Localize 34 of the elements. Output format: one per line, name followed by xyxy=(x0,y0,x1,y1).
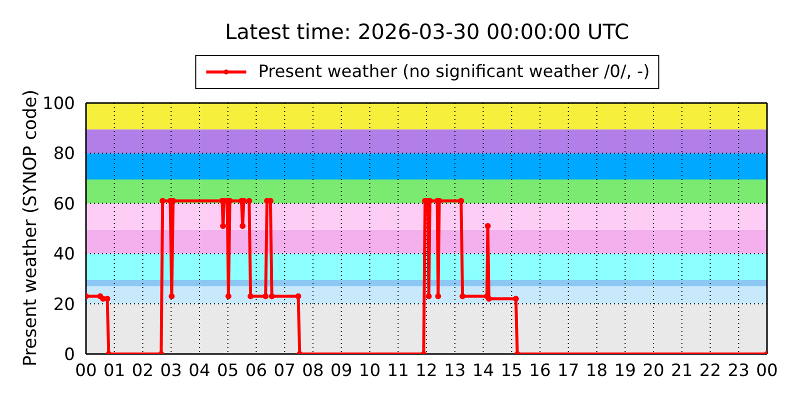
x-tick-label: 08 xyxy=(302,361,324,382)
x-tick-label: 04 xyxy=(188,361,210,382)
legend-label: Present weather (no significant weather /0/, -) xyxy=(258,61,650,83)
x-tick-label: 09 xyxy=(330,361,352,382)
x-tick-label: 12 xyxy=(416,361,438,382)
x-tick-label: 21 xyxy=(671,361,693,382)
x-tick-label: 00 xyxy=(75,361,97,382)
x-tick-label: 03 xyxy=(160,361,182,382)
x-tick-label: 15 xyxy=(500,361,522,382)
x-tick-label: 19 xyxy=(614,361,636,382)
x-tick-label: 05 xyxy=(217,361,239,382)
y-tick-label: 40 xyxy=(53,244,75,265)
x-tick-label: 14 xyxy=(472,361,494,382)
x-tick-label: 23 xyxy=(728,361,750,382)
x-tick-label: 01 xyxy=(104,361,126,382)
x-tick-label: 00 xyxy=(756,361,778,382)
y-tick-label: 60 xyxy=(53,194,75,214)
x-tick-label: 11 xyxy=(387,361,409,382)
x-tick-label: 06 xyxy=(245,361,268,382)
chart-title: Latest time: 2026-03-30 00:00:00 UTC xyxy=(224,20,630,44)
x-tick-label: 02 xyxy=(132,361,154,382)
x-tick-label: 20 xyxy=(642,361,664,382)
x-tick-label: 17 xyxy=(558,361,580,382)
y-tick-label: 20 xyxy=(53,294,75,315)
x-tick-label: 10 xyxy=(358,361,381,382)
y-tick-label: 100 xyxy=(42,94,75,114)
x-tick-label: 07 xyxy=(274,361,296,382)
y-axis-title: Present weather (SYNOP code) xyxy=(20,90,41,366)
x-tick-label: 18 xyxy=(586,361,608,382)
y-tick-label: 0 xyxy=(64,345,75,366)
x-tick-label: 13 xyxy=(444,361,466,382)
x-tick-label: 16 xyxy=(529,361,551,382)
y-tick-label: 80 xyxy=(53,144,75,164)
x-tick-label: 22 xyxy=(699,361,722,382)
